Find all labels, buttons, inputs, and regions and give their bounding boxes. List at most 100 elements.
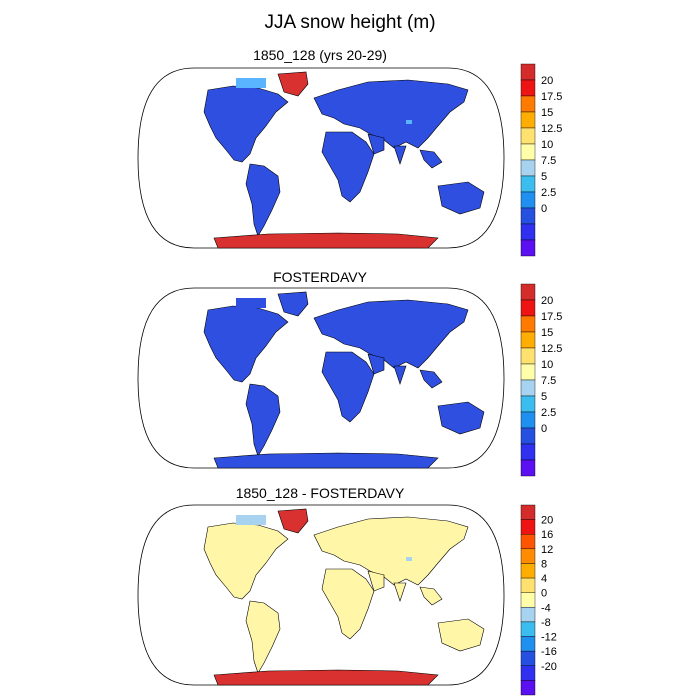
arctic-accent-patch	[236, 78, 266, 88]
india-region	[393, 365, 407, 385]
australia-region	[437, 618, 485, 652]
panel-2-title: FOSTERDAVY	[273, 269, 367, 285]
colorbar-swatch	[520, 239, 536, 257]
colorbar-swatch	[520, 650, 536, 666]
colorbar-swatch	[520, 299, 536, 317]
colorbar-label: 12.5	[541, 123, 562, 135]
colorbar-swatch	[520, 621, 536, 637]
antarctica-region	[213, 232, 439, 249]
colorbar-swatch	[520, 607, 536, 623]
colorbar-label: 12.5	[541, 343, 562, 355]
colorbar-swatch	[520, 379, 536, 397]
africa-region	[321, 131, 375, 203]
colorbar-swatch	[520, 79, 536, 97]
se-asia-region	[419, 369, 443, 389]
map-frame	[137, 287, 505, 469]
antarctica-region	[213, 669, 439, 686]
south-america-region	[245, 600, 281, 674]
colorbar-swatch	[520, 143, 536, 161]
tibet-accent-patch	[406, 557, 412, 561]
tibet-accent-patch	[406, 120, 412, 124]
australia-region	[437, 401, 485, 435]
arctic-accent-patch	[236, 515, 266, 525]
colorbar-swatch	[520, 411, 536, 429]
colorbar-label: 17.5	[541, 311, 562, 323]
colorbar-swatch	[520, 636, 536, 652]
colorbar-label: 17.5	[541, 91, 562, 103]
colorbar-swatch	[520, 504, 536, 520]
north-america-region	[203, 305, 289, 383]
colorbar-swatch	[520, 427, 536, 445]
se-asia-region	[419, 586, 443, 606]
colorbar-label: 0	[541, 588, 547, 600]
colorbar-label: 2.5	[541, 187, 556, 199]
australia-region	[437, 181, 485, 215]
india-region	[393, 582, 407, 602]
colorbar-label: -8	[541, 617, 551, 629]
colorbar-label: 20	[541, 295, 553, 307]
colorbar-swatch	[520, 592, 536, 608]
north-america-region	[203, 85, 289, 163]
colorbar-swatch	[520, 127, 536, 145]
colorbar-swatch	[520, 315, 536, 333]
europe-asia-region	[313, 79, 469, 149]
colorbar-swatch	[520, 680, 536, 696]
colorbar-swatch	[520, 443, 536, 461]
south-america-region	[245, 163, 281, 237]
panel-2-colorbar: 20 17.5 15 12.5 10 7.5 5 2.5 0	[520, 283, 562, 477]
europe-asia-region	[313, 299, 469, 369]
antarctica-region	[213, 452, 439, 469]
colorbar-label: 20	[541, 515, 553, 527]
colorbar-swatch	[520, 519, 536, 535]
panel-1-colorbar: 20 17.5 15 12.5 10 7.5 5 2.5 0	[520, 63, 562, 257]
colorbar-swatch	[520, 283, 536, 301]
colorbar-label: -12	[541, 632, 557, 644]
panel-3-map	[137, 504, 505, 686]
south-america-region	[245, 383, 281, 457]
colorbar-label: 20	[541, 75, 553, 87]
colorbar-swatch	[520, 577, 536, 593]
arabia-region	[367, 353, 385, 375]
europe-asia-region	[313, 516, 469, 586]
colorbar-swatch	[520, 331, 536, 349]
colorbar-swatch	[520, 111, 536, 129]
colorbar-label: 5	[541, 171, 547, 183]
colorbar-swatch	[520, 207, 536, 225]
greenland-region	[277, 508, 309, 534]
tibet-accent-patch	[406, 340, 412, 344]
colorbar-label: 0	[541, 203, 547, 215]
arabia-region	[367, 133, 385, 155]
colorbar-label: 16	[541, 529, 553, 541]
colorbar-swatch	[520, 175, 536, 193]
colorbar-swatch	[520, 223, 536, 241]
india-region	[393, 145, 407, 165]
colorbar-swatch	[520, 395, 536, 413]
panel-1-title: 1850_128 (yrs 20-29)	[253, 47, 387, 63]
colorbar-label: -4	[541, 602, 551, 614]
colorbar-swatch	[520, 665, 536, 681]
panel-3-colorbar: 20 16 12 8 4 0 -4 -8 -12 -16 -20	[520, 504, 557, 696]
colorbar-swatch	[520, 548, 536, 564]
arctic-accent-patch	[236, 298, 266, 308]
greenland-region	[277, 291, 309, 317]
colorbar-swatch	[520, 563, 536, 579]
north-america-region	[203, 522, 289, 600]
colorbar-swatch	[520, 191, 536, 209]
colorbar-label: -16	[541, 646, 557, 658]
colorbar-label: 7.5	[541, 155, 556, 167]
panel-1-map	[137, 67, 505, 249]
colorbar-label: 10	[541, 139, 553, 151]
colorbar-label: 10	[541, 359, 553, 371]
colorbar-label: 12	[541, 544, 553, 556]
colorbar-swatch	[520, 459, 536, 477]
colorbar-swatch	[520, 534, 536, 550]
africa-region	[321, 351, 375, 423]
panel-2-map	[137, 287, 505, 469]
colorbar-swatch	[520, 347, 536, 365]
colorbar-label: 7.5	[541, 375, 556, 387]
map-frame	[137, 67, 505, 249]
colorbar-label: 15	[541, 107, 553, 119]
colorbar-swatch	[520, 63, 536, 81]
colorbar-swatch	[520, 159, 536, 177]
panel-3-title: 1850_128 - FOSTERDAVY	[235, 485, 405, 501]
